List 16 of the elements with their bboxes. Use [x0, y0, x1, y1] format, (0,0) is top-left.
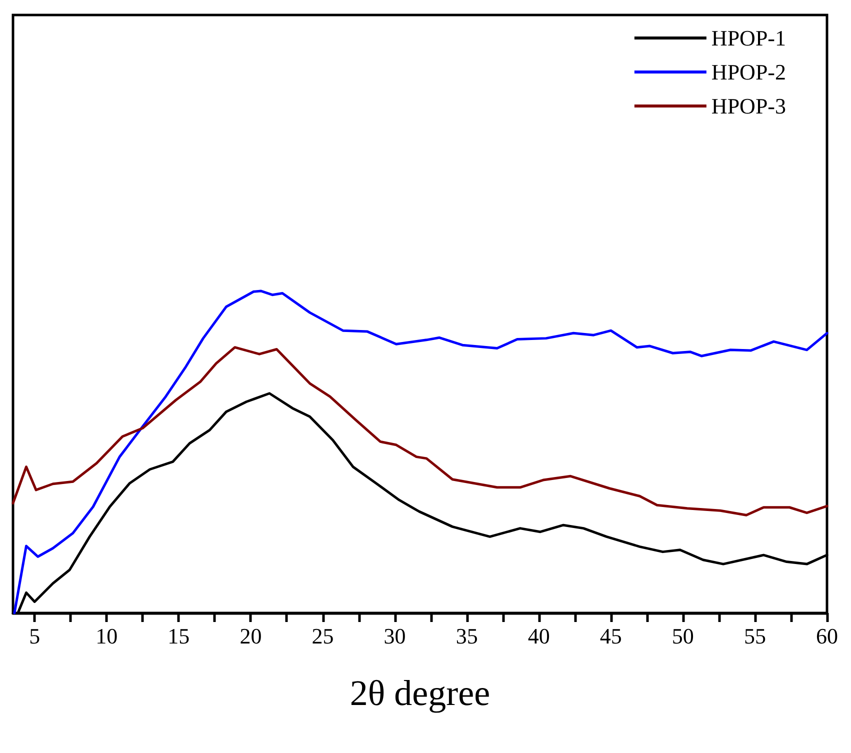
x-axis-title: 2θ degree — [350, 673, 490, 713]
legend-label: HPOP-3 — [711, 94, 786, 118]
x-tick-label: 40 — [528, 624, 550, 648]
x-tick-label: 15 — [168, 624, 190, 648]
x-tick-label: 50 — [672, 624, 694, 648]
x-tick-label: 10 — [96, 624, 118, 648]
x-tick-label: 20 — [240, 624, 262, 648]
x-tick-label: 5 — [29, 624, 40, 648]
x-tick-label: 55 — [744, 624, 766, 648]
x-tick-label: 30 — [384, 624, 406, 648]
x-tick-label: 45 — [600, 624, 622, 648]
legend-label: HPOP-2 — [711, 60, 786, 84]
x-tick-label: 35 — [456, 624, 478, 648]
legend-label: HPOP-1 — [711, 26, 786, 50]
x-tick-label: 25 — [312, 624, 334, 648]
x-tick-label: 60 — [816, 624, 838, 648]
